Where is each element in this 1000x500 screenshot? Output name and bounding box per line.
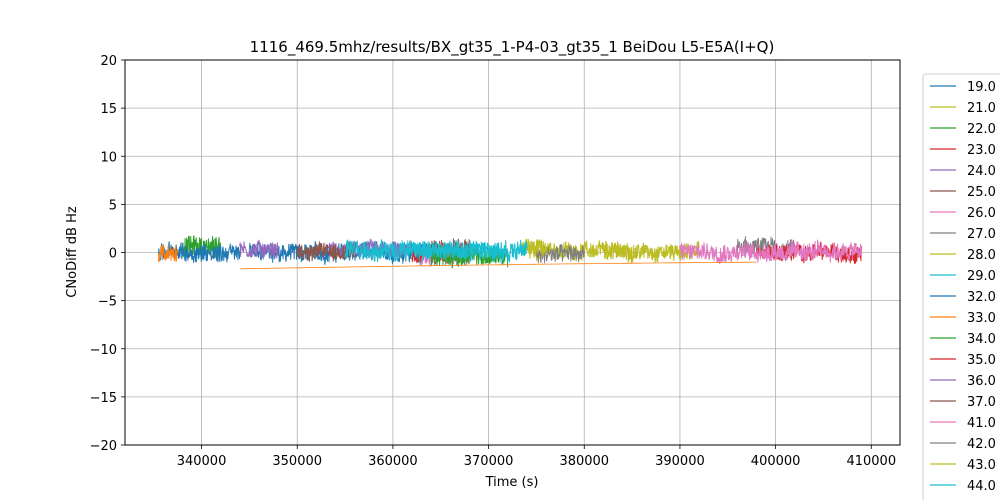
x-tick-label: 340000: [177, 454, 227, 469]
legend-label-35.0: 35.0: [967, 353, 996, 368]
legend: 19.0 21.0 22.0 23.0 24.0 25.0 26.0 27.0 28.0 29.0…: [922, 73, 1000, 500]
x-tick-label: 360000: [368, 454, 418, 469]
legend-label-26.0: 26.0: [967, 206, 996, 221]
y-tick-label: 10: [100, 150, 117, 165]
legend-label-41.0: 41.0: [967, 416, 996, 431]
y-axis: −20 −15 −10 −5 0 5 10 15 20: [90, 54, 125, 454]
series-line-35.0: [756, 241, 863, 264]
legend-label-24.0: 24.0: [967, 164, 996, 179]
legend-label-42.0: 42.0: [967, 437, 996, 452]
x-tick-label: 370000: [464, 454, 514, 469]
legend-label-21.0: 21.0: [967, 101, 996, 116]
series-line-19.0: [248, 240, 442, 265]
y-tick-label: 20: [100, 54, 117, 69]
y-tick-label: 5: [109, 198, 117, 213]
x-axis-label: Time (s): [485, 475, 539, 490]
y-tick-label: 15: [100, 102, 117, 117]
series-line-43.0: [521, 238, 547, 257]
legend-label-25.0: 25.0: [967, 185, 996, 200]
legend-label-34.0: 34.0: [967, 332, 996, 347]
x-tick-label: 390000: [655, 454, 705, 469]
x-tick-label: 350000: [272, 454, 322, 469]
x-axis: 340000 350000 360000 370000 380000 390000 4000…: [177, 445, 896, 469]
series-line-37.0: [296, 241, 356, 262]
legend-label-22.0: 22.0: [967, 122, 996, 137]
legend-label-37.0: 37.0: [967, 395, 996, 410]
y-axis-label: CNoDiff dB Hz: [65, 206, 80, 298]
series-line-24.0: [239, 239, 279, 260]
y-tick-label: −10: [90, 343, 117, 358]
y-tick-label: −15: [90, 391, 117, 406]
x-tick-label: 410000: [846, 454, 896, 469]
legend-label-43.0: 43.0: [967, 458, 996, 473]
series-layer: [158, 235, 863, 270]
legend-label-44.0: 44.0: [967, 479, 996, 494]
y-tick-label: −5: [98, 295, 117, 310]
legend-box: [922, 73, 1000, 500]
legend-label-32.0: 32.0: [967, 290, 996, 305]
y-tick-label: −20: [90, 439, 117, 454]
legend-label-36.0: 36.0: [967, 374, 996, 389]
series-line-41.0: [679, 239, 863, 265]
x-tick-label: 400000: [751, 454, 801, 469]
chart-title: 1116_469.5mhz/results/BX_gt35_1-P4-03_gt…: [250, 38, 775, 57]
legend-label-27.0: 27.0: [967, 227, 996, 242]
legend-label-29.0: 29.0: [967, 269, 996, 284]
legend-label-28.0: 28.0: [967, 248, 996, 263]
legend-label-19.0: 19.0: [967, 80, 996, 95]
legend-label-33.0: 33.0: [967, 311, 996, 326]
series-line-44.0: [344, 239, 528, 263]
series-line-32.0: [158, 241, 241, 263]
series-line-33.0: [158, 244, 179, 263]
y-tick-label: 0: [109, 247, 117, 262]
series-line-trend: [239, 261, 757, 270]
legend-label-23.0: 23.0: [967, 143, 996, 158]
x-tick-label: 380000: [559, 454, 609, 469]
series-line-42.0: [535, 244, 585, 264]
